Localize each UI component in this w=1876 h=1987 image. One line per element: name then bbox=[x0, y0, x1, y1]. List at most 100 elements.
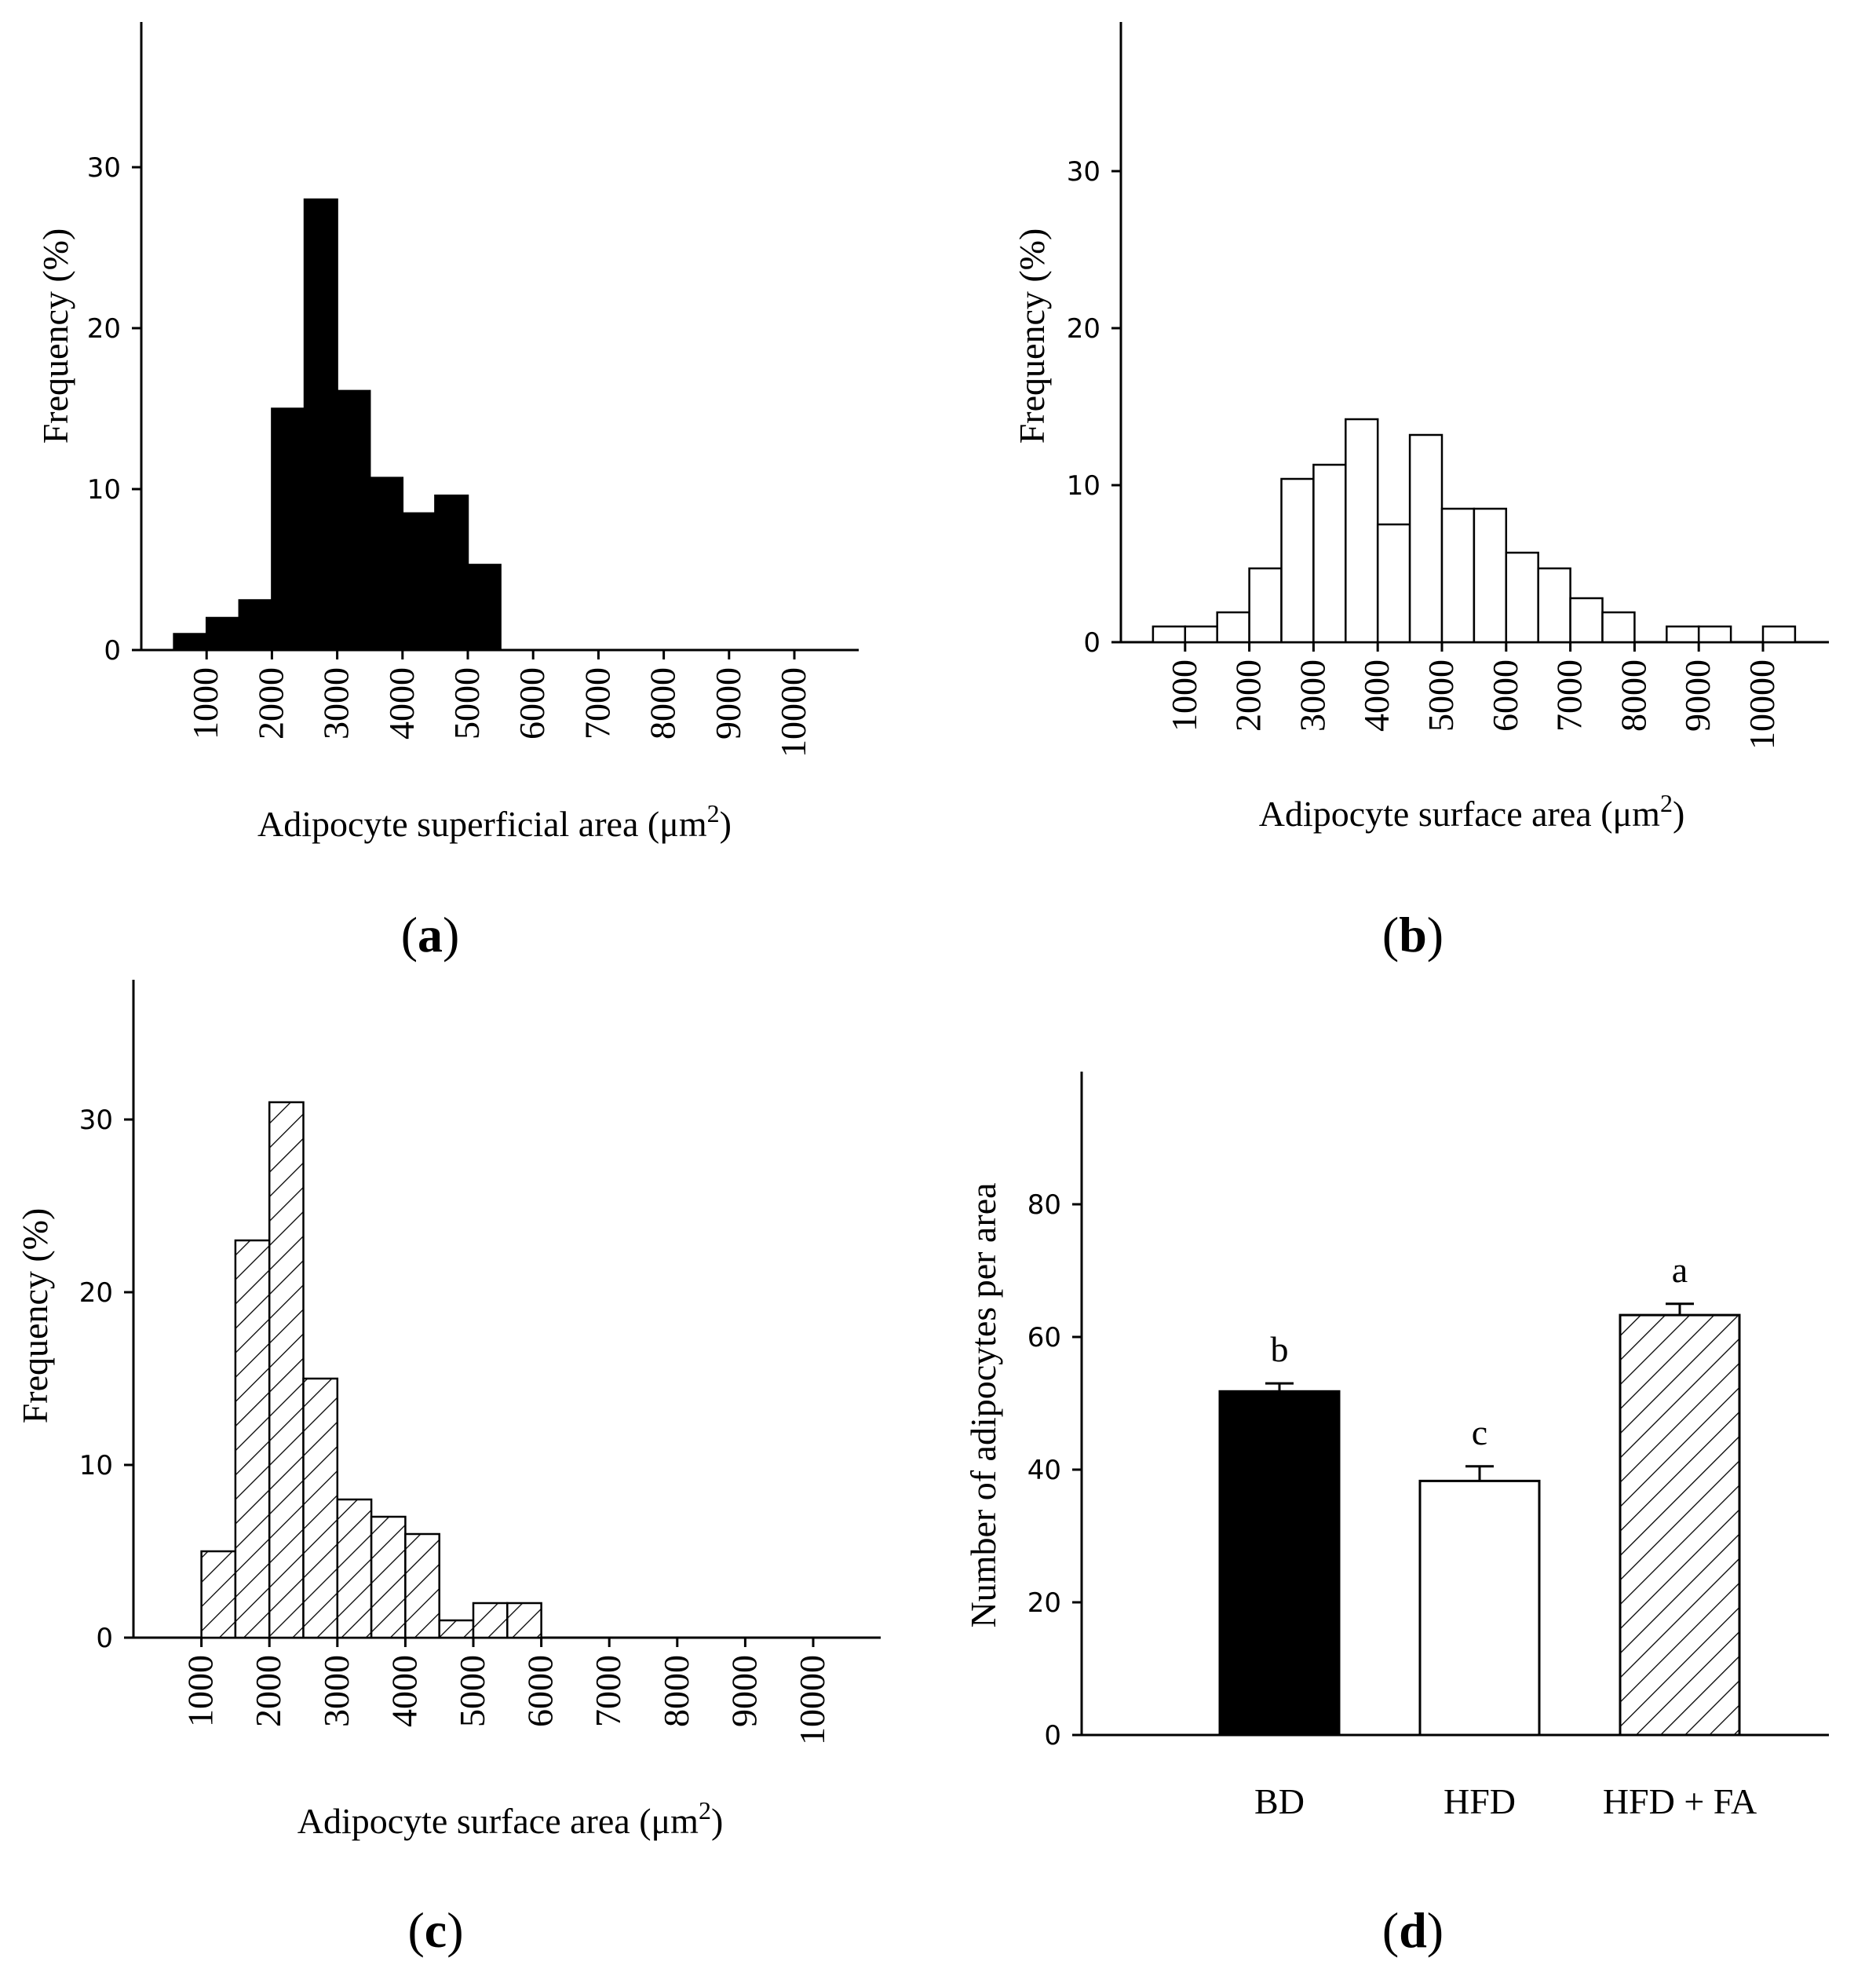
x-tick-label: 8000 bbox=[1613, 659, 1653, 732]
y-tick-label: 30 bbox=[87, 152, 121, 184]
x-tick-label: 5000 bbox=[452, 1655, 492, 1727]
histogram-bars bbox=[200, 1101, 542, 1639]
histogram-bar bbox=[1376, 523, 1411, 644]
y-tick-label: 0 bbox=[104, 635, 121, 667]
y-tick-label: 20 bbox=[87, 313, 121, 345]
x-ticks: 1000 2000 3000 4000 5000 6000 7000 8000 9000 1000… bbox=[181, 1638, 832, 1745]
histogram-bar bbox=[1216, 611, 1250, 644]
x-tick-label: 5000 bbox=[447, 667, 487, 740]
y-axis-label: Frequency (%) bbox=[15, 1208, 55, 1424]
y-tick-label: 0 bbox=[1044, 1720, 1061, 1751]
y-tick-label: 0 bbox=[96, 1623, 113, 1654]
histogram-bar bbox=[234, 1239, 271, 1639]
x-tick-label: 7000 bbox=[1549, 659, 1589, 732]
histogram-bar bbox=[1505, 551, 1539, 644]
panel-b-histogram: 0 10 20 30 1000 2000 3000 4000 5000 6000 7000 8000… bbox=[1012, 22, 1829, 962]
x-tick-label: 1000 bbox=[185, 667, 225, 740]
y-tick-label: 10 bbox=[1067, 470, 1100, 502]
y-tick-label: 10 bbox=[79, 1450, 113, 1481]
x-tick-label: 8000 bbox=[643, 667, 683, 740]
x-tick-label: 7000 bbox=[577, 667, 617, 740]
histogram-bar bbox=[200, 1550, 237, 1639]
histogram-bar bbox=[1761, 625, 1797, 644]
panel-a-histogram: 0 10 20 30 1000 2000 3000 4000 5000 6000 7000 8000… bbox=[35, 22, 859, 962]
x-tick-label: 6000 bbox=[512, 667, 552, 740]
x-tick-label: 10000 bbox=[792, 1655, 832, 1745]
panel-label-c: (c) bbox=[407, 1902, 463, 1958]
y-axis-label: Frequency (%) bbox=[1012, 228, 1052, 444]
y-tick-label: 20 bbox=[1067, 313, 1100, 345]
y-axis-label: Number of adipocytes per area bbox=[963, 1182, 1003, 1627]
histogram-bars bbox=[1152, 418, 1797, 644]
x-tick-label: 4000 bbox=[381, 667, 422, 740]
y-tick-label: 30 bbox=[79, 1105, 113, 1136]
histogram-bar bbox=[1280, 477, 1315, 644]
histogram-bar bbox=[1440, 507, 1476, 644]
x-tick-label: 9000 bbox=[1677, 659, 1717, 732]
panel-label-a: (a) bbox=[401, 907, 460, 962]
histogram-bar bbox=[1473, 507, 1508, 644]
histogram-bar bbox=[1697, 625, 1732, 644]
y-ticks: 0 10 20 30 bbox=[87, 152, 141, 667]
x-tick-label: 9000 bbox=[708, 667, 748, 740]
x-tick-label: 6000 bbox=[1485, 659, 1525, 732]
y-tick-label: 20 bbox=[1027, 1587, 1061, 1619]
category-labels: BD HFD HFD + FA bbox=[1254, 1781, 1757, 1821]
histogram-bar bbox=[1184, 625, 1218, 644]
x-tick-label: 9000 bbox=[724, 1655, 764, 1727]
category-label: BD bbox=[1254, 1781, 1305, 1821]
x-tick-label: 3000 bbox=[316, 667, 356, 740]
significance-letter: a bbox=[1672, 1250, 1688, 1290]
histogram-bar bbox=[404, 1532, 440, 1639]
bar-hfd bbox=[1418, 1479, 1541, 1737]
x-tick-label: 5000 bbox=[1421, 659, 1461, 732]
histogram-bars bbox=[173, 198, 502, 652]
x-tick-label: 2000 bbox=[250, 667, 290, 740]
histogram-bar bbox=[302, 1377, 339, 1639]
panel-c-histogram: 0 10 20 30 1000 2000 3000 4000 5000 6000 7000 8000… bbox=[15, 980, 881, 1958]
category-label: HFD bbox=[1443, 1781, 1516, 1821]
x-tick-label: 10000 bbox=[1742, 659, 1782, 750]
histogram-bar bbox=[336, 1498, 373, 1639]
y-tick-label: 10 bbox=[87, 474, 121, 506]
y-tick-label: 20 bbox=[79, 1277, 113, 1309]
y-tick-label: 60 bbox=[1027, 1322, 1061, 1353]
histogram-bar bbox=[472, 1602, 509, 1639]
histogram-bar bbox=[1666, 625, 1700, 644]
histogram-bar bbox=[1569, 597, 1604, 644]
x-tick-label: 2000 bbox=[248, 1655, 288, 1727]
y-tick-label: 30 bbox=[1067, 156, 1100, 188]
histogram-bar bbox=[238, 599, 273, 652]
histogram-bar bbox=[1152, 625, 1187, 644]
y-ticks: 0 10 20 30 bbox=[79, 1105, 133, 1654]
histogram-bar bbox=[1312, 463, 1347, 644]
histogram-bar bbox=[1601, 611, 1636, 644]
histogram-bar bbox=[1537, 567, 1571, 644]
panel-label-d: (d) bbox=[1382, 1902, 1443, 1958]
histogram-bar bbox=[368, 477, 404, 652]
x-tick-label: 1000 bbox=[1164, 659, 1204, 732]
category-label: HFD + FA bbox=[1603, 1781, 1757, 1821]
histogram-bar bbox=[466, 564, 502, 652]
significance-letter: c bbox=[1472, 1412, 1487, 1452]
y-tick-label: 80 bbox=[1027, 1189, 1061, 1221]
histogram-bar bbox=[336, 389, 371, 652]
bar-hfd-fa bbox=[1619, 1313, 1741, 1737]
histogram-bar bbox=[1408, 433, 1443, 644]
histogram-bar bbox=[1345, 418, 1379, 644]
x-axis-label: Adipocyte superficial area (μm2) bbox=[257, 799, 732, 844]
panel-d-bar-chart: b c a 0 20 40 60 80 BD HFD HFD + FA Number of ad… bbox=[963, 1072, 1829, 1958]
y-tick-label: 40 bbox=[1027, 1455, 1061, 1486]
x-tick-label: 4000 bbox=[1356, 659, 1396, 732]
histogram-bar bbox=[370, 1515, 407, 1639]
histogram-bar bbox=[173, 633, 208, 652]
x-tick-label: 10000 bbox=[773, 667, 813, 758]
histogram-bar bbox=[434, 494, 469, 652]
x-axis-label: Adipocyte surface area (μm2) bbox=[1259, 789, 1685, 834]
x-tick-label: 6000 bbox=[520, 1655, 560, 1727]
x-tick-label: 8000 bbox=[656, 1655, 696, 1727]
y-ticks: 0 10 20 30 bbox=[1067, 156, 1121, 659]
histogram-bar bbox=[1248, 567, 1283, 644]
histogram-bar bbox=[303, 198, 338, 652]
